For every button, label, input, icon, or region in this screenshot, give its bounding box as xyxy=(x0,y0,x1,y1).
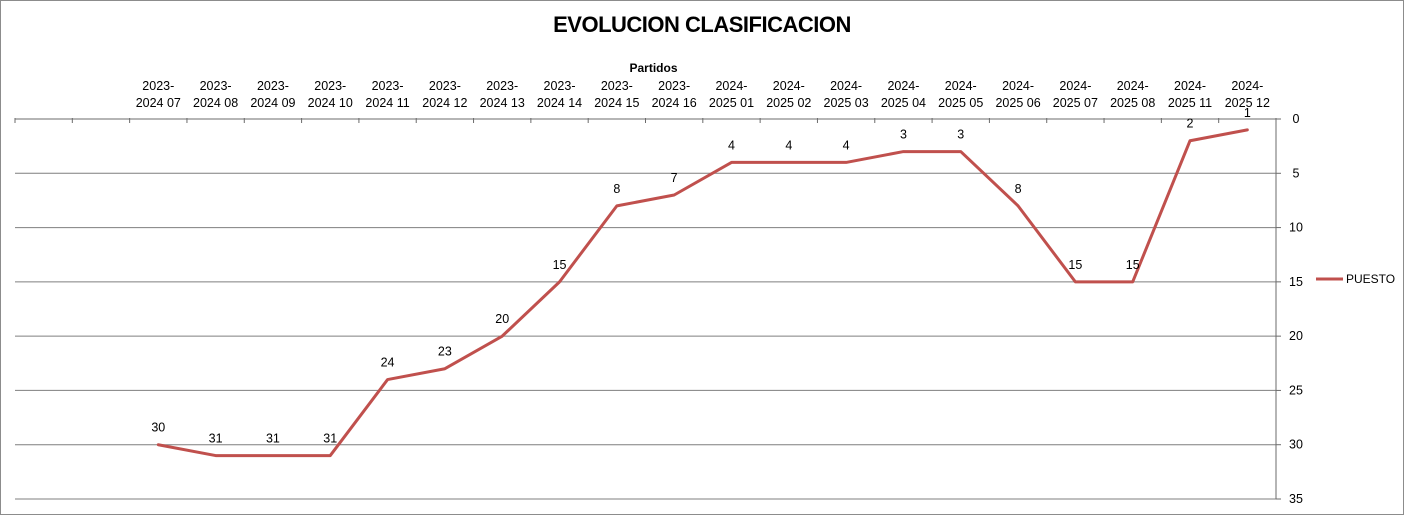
data-label: 1 xyxy=(1244,106,1251,120)
x-tick-label: 2025 01 xyxy=(709,96,754,110)
data-label: 8 xyxy=(1015,182,1022,196)
x-tick-label: 2025 02 xyxy=(766,96,811,110)
x-axis-title: Partidos xyxy=(629,61,677,75)
x-tick-label: 2025 05 xyxy=(938,96,983,110)
x-tick-label: 2025 11 xyxy=(1168,96,1212,110)
x-tick-label: 2024- xyxy=(887,79,919,93)
chart-title: EVOLUCION CLASIFICACION xyxy=(553,12,851,37)
x-tick-label: 2024- xyxy=(1002,79,1034,93)
x-tick-label: 2024 07 xyxy=(136,96,181,110)
data-label: 7 xyxy=(671,171,678,185)
data-label: 15 xyxy=(1126,258,1140,272)
data-label: 8 xyxy=(613,182,620,196)
x-tick-label: 2024- xyxy=(1117,79,1149,93)
x-tick-label: 2023- xyxy=(658,79,690,93)
x-tick-label: 2024- xyxy=(773,79,805,93)
x-tick-label: 2023- xyxy=(544,79,576,93)
x-tick-label: 2023- xyxy=(200,79,232,93)
y-tick-label: 15 xyxy=(1289,275,1303,289)
data-label: 20 xyxy=(495,312,509,326)
series-line-puesto xyxy=(156,128,1249,458)
legend-label: PUESTO xyxy=(1346,272,1395,286)
data-label: 31 xyxy=(323,432,337,446)
x-tick-label: 2024 09 xyxy=(250,96,295,110)
data-label: 3 xyxy=(957,128,964,142)
x-tick-label: 2024- xyxy=(1174,79,1206,93)
x-tick-label: 2023- xyxy=(601,79,633,93)
x-tick-label: 2024 13 xyxy=(480,96,525,110)
x-tick-label: 2023- xyxy=(314,79,346,93)
data-label: 4 xyxy=(785,138,792,152)
data-label: 24 xyxy=(381,356,395,370)
x-tick-label: 2024 16 xyxy=(652,96,697,110)
x-tick-label: 2024- xyxy=(1231,79,1263,93)
x-tick-label: 2024- xyxy=(945,79,977,93)
x-tick-label: 2024 12 xyxy=(422,96,467,110)
x-tick-label: 2023- xyxy=(257,79,289,93)
x-tick-label: 2023- xyxy=(486,79,518,93)
x-tick-label: 2024 11 xyxy=(365,96,409,110)
x-tick-label: 2023- xyxy=(372,79,404,93)
x-tick-label: 2025 03 xyxy=(824,96,869,110)
data-label: 3 xyxy=(900,128,907,142)
x-tick-label: 2023- xyxy=(429,79,461,93)
data-label: 31 xyxy=(209,432,223,446)
y-tick-label: 5 xyxy=(1293,166,1300,180)
x-tick-label: 2024- xyxy=(715,79,747,93)
y-tick-label: 10 xyxy=(1289,221,1303,235)
x-tick-label: 2024 14 xyxy=(537,96,582,110)
x-tick-label: 2025 12 xyxy=(1225,96,1270,110)
x-tick-label: 2024 15 xyxy=(594,96,639,110)
x-tick-label: 2025 04 xyxy=(881,96,926,110)
data-label: 4 xyxy=(843,138,850,152)
data-label: 2 xyxy=(1187,117,1194,131)
y-tick-label: 20 xyxy=(1289,329,1303,343)
y-tick-label: 35 xyxy=(1289,492,1303,506)
x-tick-label: 2023- xyxy=(142,79,174,93)
y-tick-label: 0 xyxy=(1293,112,1300,126)
data-label: 15 xyxy=(553,258,567,272)
data-label: 4 xyxy=(728,138,735,152)
x-tick-label: 2025 07 xyxy=(1053,96,1098,110)
x-tick-label: 2024- xyxy=(830,79,862,93)
x-tick-label: 2024 08 xyxy=(193,96,238,110)
x-tick-label: 2024 10 xyxy=(308,96,353,110)
y-tick-label: 25 xyxy=(1289,383,1303,397)
x-tick-label: 2024- xyxy=(1059,79,1091,93)
x-tick-label: 2025 08 xyxy=(1110,96,1155,110)
data-label: 23 xyxy=(438,345,452,359)
y-tick-label: 30 xyxy=(1289,438,1303,452)
data-label: 31 xyxy=(266,432,280,446)
data-label: 15 xyxy=(1068,258,1082,272)
x-tick-label: 2025 06 xyxy=(995,96,1040,110)
data-label: 30 xyxy=(151,421,165,435)
